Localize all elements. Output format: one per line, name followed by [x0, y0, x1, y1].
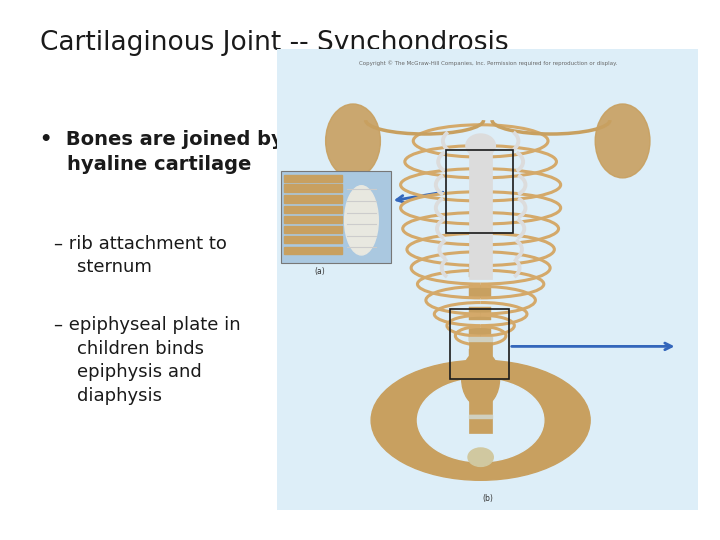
Ellipse shape — [371, 360, 590, 480]
Text: •  Bones are joined by
    hyaline cartilage: • Bones are joined by hyaline cartilage — [40, 130, 284, 173]
Bar — [469, 356, 492, 360]
Bar — [284, 236, 343, 244]
Text: – epiphyseal plate in
    children binds
    epiphysis and
    diaphysis: – epiphyseal plate in children binds epi… — [54, 316, 240, 404]
Bar — [469, 286, 491, 299]
Bar — [450, 309, 509, 379]
Ellipse shape — [466, 134, 495, 157]
Bar — [446, 150, 513, 233]
Text: (b): (b) — [482, 495, 493, 503]
Bar — [469, 264, 491, 277]
Bar — [469, 349, 491, 362]
Text: – rib attachment to
    sternum: – rib attachment to sternum — [54, 235, 227, 276]
Ellipse shape — [325, 104, 380, 178]
Bar — [284, 216, 343, 223]
Bar — [469, 337, 492, 341]
Bar — [469, 376, 492, 380]
Text: Cartilaginous Joint -- Synchondrosis: Cartilaginous Joint -- Synchondrosis — [40, 30, 508, 56]
Ellipse shape — [468, 448, 493, 467]
Bar — [284, 184, 343, 192]
Ellipse shape — [418, 379, 544, 462]
Bar — [469, 360, 492, 375]
FancyBboxPatch shape — [282, 171, 391, 264]
Bar — [469, 341, 492, 356]
Bar — [469, 415, 492, 419]
Bar — [284, 247, 343, 254]
Bar — [469, 399, 492, 414]
Bar — [284, 206, 343, 213]
Bar — [469, 150, 492, 280]
Bar — [284, 195, 343, 203]
Ellipse shape — [345, 186, 378, 255]
Text: (a): (a) — [314, 267, 325, 275]
Bar — [469, 418, 492, 433]
Bar — [284, 226, 343, 233]
Bar — [469, 380, 492, 394]
Bar — [469, 370, 491, 383]
Text: Copyright © The McGraw-Hill Companies, Inc. Permission required for reproduction: Copyright © The McGraw-Hill Companies, I… — [359, 60, 617, 66]
Bar — [469, 392, 491, 404]
Bar — [284, 175, 343, 183]
Bar — [469, 395, 492, 399]
Ellipse shape — [595, 104, 650, 178]
Ellipse shape — [462, 351, 500, 407]
Bar — [469, 328, 491, 341]
Bar — [469, 307, 491, 320]
